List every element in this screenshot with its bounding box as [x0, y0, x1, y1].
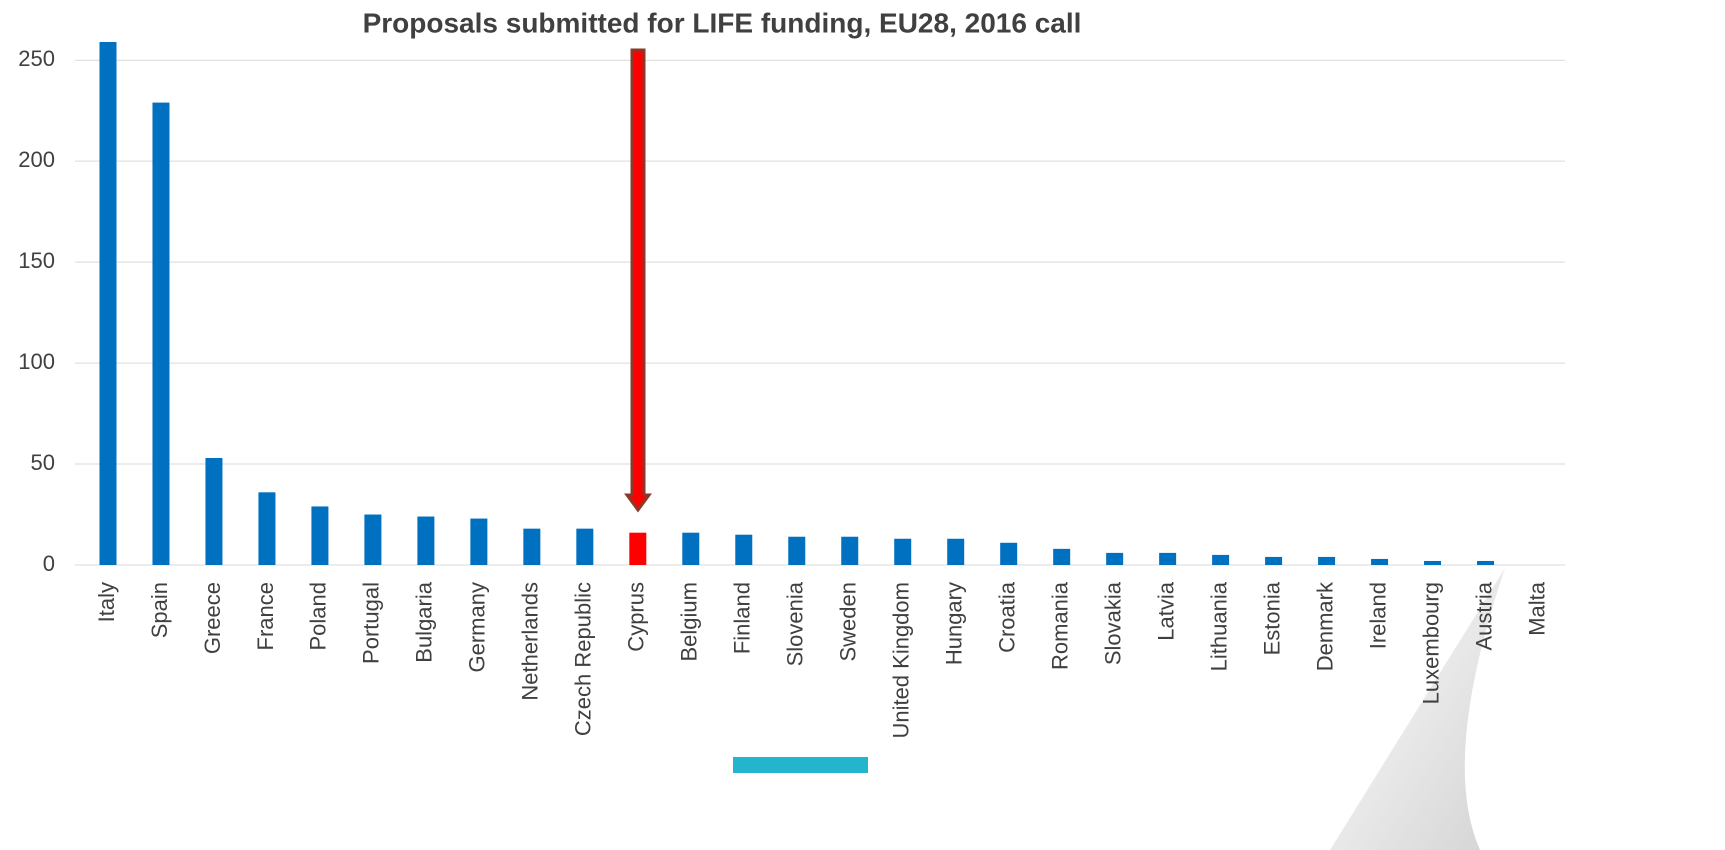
x-tick-label: Belgium	[677, 582, 702, 661]
x-tick-label: Germany	[465, 582, 490, 672]
y-tick-label: 50	[31, 450, 55, 475]
x-tick-label: Cyprus	[624, 582, 649, 652]
bar	[1000, 542, 1018, 565]
bar	[1265, 556, 1283, 565]
bar	[1106, 552, 1124, 565]
x-tick-label: Italy	[94, 582, 119, 622]
arrow-shape	[624, 48, 652, 513]
bar	[1371, 558, 1389, 565]
x-tick-label: Czech Republic	[571, 582, 596, 736]
bar	[152, 102, 170, 565]
x-tick-label: Luxembourg	[1418, 582, 1443, 704]
y-tick-label: 0	[43, 551, 55, 576]
bar	[1053, 548, 1071, 565]
x-tick-label: United Kingdom	[889, 582, 914, 739]
x-tick-label: Austria	[1471, 581, 1496, 650]
x-tick-label: Estonia	[1259, 581, 1284, 655]
bar	[258, 492, 276, 565]
bar	[311, 506, 329, 565]
x-tick-label: Slovenia	[783, 581, 808, 666]
chart-title: Proposals submitted for LIFE funding, EU…	[363, 7, 1082, 38]
bar	[417, 516, 435, 565]
bar	[947, 538, 965, 565]
bar	[576, 528, 594, 565]
bar	[1477, 560, 1495, 565]
x-tick-label: Poland	[306, 582, 331, 651]
bar	[894, 538, 912, 565]
x-tick-label: Denmark	[1312, 581, 1337, 671]
bar	[205, 457, 223, 565]
bar	[735, 534, 753, 565]
x-tick-label: Portugal	[359, 582, 384, 664]
x-tick-label: France	[253, 582, 278, 650]
x-tick-label: Sweden	[836, 582, 861, 662]
x-tick-label: Slovakia	[1100, 581, 1125, 665]
bar	[682, 532, 700, 565]
y-tick-label: 250	[18, 46, 55, 71]
y-tick-label: 150	[18, 248, 55, 273]
bar	[523, 528, 541, 565]
bar	[1159, 552, 1177, 565]
x-tick-label: Croatia	[995, 581, 1020, 653]
bar	[841, 536, 859, 565]
page-curl	[1330, 568, 1505, 850]
x-tick-label: Lithuania	[1206, 581, 1231, 671]
y-tick-label: 100	[18, 349, 55, 374]
decor-bar	[733, 757, 868, 773]
x-tick-label: Bulgaria	[412, 581, 437, 662]
arrow	[624, 48, 652, 513]
x-tick-label: Ireland	[1365, 582, 1390, 649]
bar	[1424, 560, 1442, 565]
bar	[629, 532, 647, 565]
x-tick-label: Netherlands	[518, 582, 543, 701]
bar	[1318, 556, 1336, 565]
x-tick-label: Greece	[200, 582, 225, 654]
x-tick-label: Hungary	[942, 582, 967, 665]
bar	[99, 42, 117, 566]
bar	[788, 536, 806, 565]
bar	[1212, 554, 1230, 565]
x-tick-label: Malta	[1524, 581, 1549, 636]
bar	[470, 518, 488, 565]
x-tick-label: Spain	[147, 582, 172, 638]
bar	[364, 514, 382, 565]
x-tick-label: Latvia	[1153, 581, 1178, 640]
x-tick-label: Finland	[730, 582, 755, 654]
x-tick-label: Romania	[1047, 581, 1072, 670]
y-tick-label: 200	[18, 147, 55, 172]
